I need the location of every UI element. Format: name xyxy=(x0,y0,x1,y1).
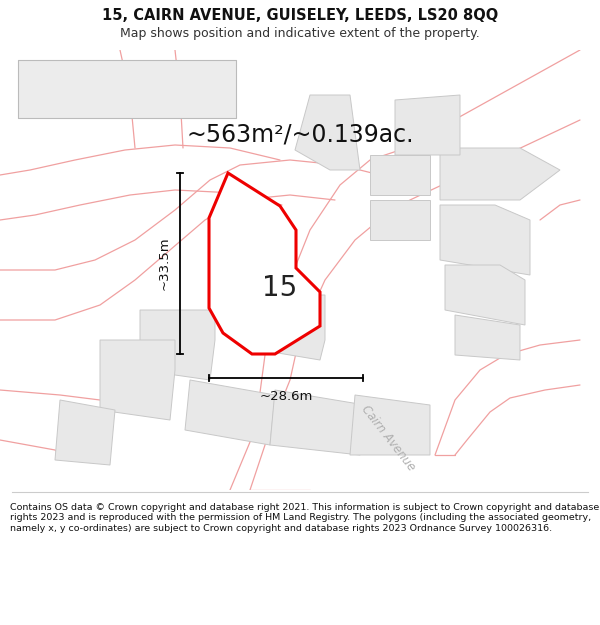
Text: ~563m²/~0.139ac.: ~563m²/~0.139ac. xyxy=(186,123,414,147)
Polygon shape xyxy=(370,200,430,240)
Text: 15, CAIRN AVENUE, GUISELEY, LEEDS, LS20 8QQ: 15, CAIRN AVENUE, GUISELEY, LEEDS, LS20 … xyxy=(102,8,498,22)
Polygon shape xyxy=(445,265,525,325)
Polygon shape xyxy=(55,400,115,465)
Text: 15: 15 xyxy=(262,274,297,302)
Polygon shape xyxy=(440,148,560,200)
Polygon shape xyxy=(185,380,275,445)
Polygon shape xyxy=(100,340,175,420)
Text: Map shows position and indicative extent of the property.: Map shows position and indicative extent… xyxy=(120,28,480,41)
Polygon shape xyxy=(209,173,320,354)
Polygon shape xyxy=(440,205,530,275)
Text: ~28.6m: ~28.6m xyxy=(259,389,313,402)
Text: Contains OS data © Crown copyright and database right 2021. This information is : Contains OS data © Crown copyright and d… xyxy=(10,503,599,532)
Polygon shape xyxy=(270,390,365,455)
Polygon shape xyxy=(455,315,520,360)
Text: ~33.5m: ~33.5m xyxy=(157,237,170,290)
Polygon shape xyxy=(370,155,430,195)
Polygon shape xyxy=(140,310,215,380)
Polygon shape xyxy=(18,60,236,118)
Text: Cairn Avenue: Cairn Avenue xyxy=(358,402,418,473)
Polygon shape xyxy=(260,295,325,360)
Polygon shape xyxy=(18,60,236,118)
Polygon shape xyxy=(395,95,460,155)
Polygon shape xyxy=(295,95,360,170)
Polygon shape xyxy=(350,395,430,455)
